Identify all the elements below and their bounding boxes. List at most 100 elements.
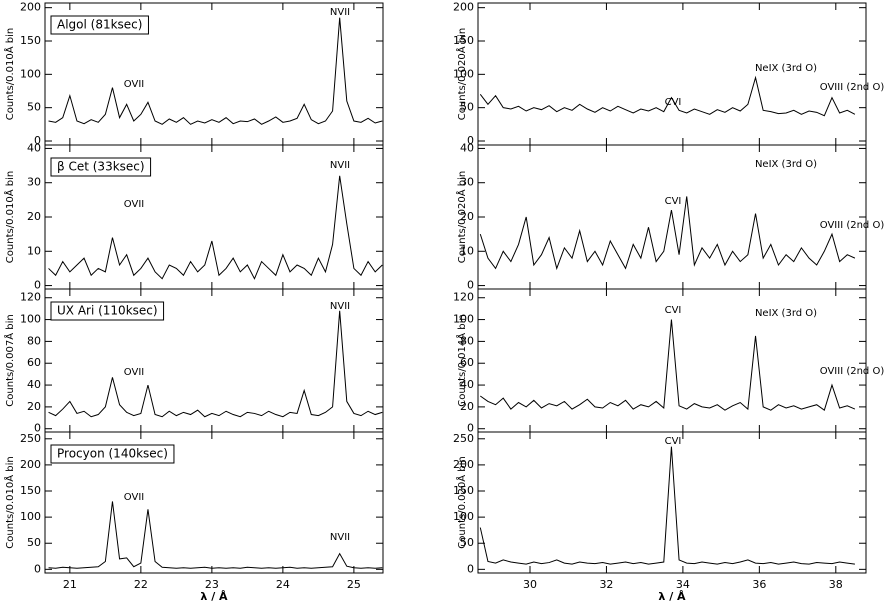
label-box: [50, 15, 149, 35]
line-annotation: OVIII (2nd O): [820, 366, 885, 377]
panel-frame: [477, 431, 867, 574]
y-tick-label: 40: [460, 378, 474, 391]
y-tick-label: 80: [27, 334, 41, 347]
y-tick-label: 80: [460, 334, 474, 347]
y-axis-label: Counts/0.020Å bin: [455, 456, 468, 548]
panel: 0 20 40 60 80 100 120 Counts/0.014Å bin CVI NeIX …: [453, 288, 885, 435]
line-annotation: NeIX (3rd O): [755, 308, 817, 319]
y-tick-label: 50: [460, 101, 474, 114]
x-tick-label: 24: [276, 578, 290, 591]
y-tick-label: 100: [20, 510, 41, 523]
line-annotation: OVIII (2nd O): [820, 220, 885, 231]
line-annotation: NeIX (3rd O): [755, 159, 817, 170]
y-tick-label: 200: [453, 458, 474, 471]
y-tick-label: 150: [20, 484, 41, 497]
y-tick-label: 250: [453, 432, 474, 445]
y-tick-label: 20: [27, 210, 41, 223]
y-tick-label: 10: [27, 244, 41, 257]
y-tick-label: 60: [460, 356, 474, 369]
line-annotation: CVI: [665, 436, 682, 447]
x-tick-label: 30: [523, 578, 537, 591]
y-tick-label: 40: [27, 141, 41, 154]
y-tick-label: 150: [453, 34, 474, 47]
y-tick-label: 50: [27, 101, 41, 114]
spectrum-line: [479, 196, 856, 271]
spectrum-line: [479, 75, 856, 117]
panel-label: β Cet (33ksec): [57, 160, 145, 174]
y-tick-label: 10: [460, 244, 474, 257]
y-tick-label: 200: [20, 1, 41, 14]
y-tick-label: 20: [460, 210, 474, 223]
y-tick-label: 0: [467, 134, 474, 147]
panel: 0 50 100 150 200 Counts/0.020Å bin CVI NeIX (3r…: [453, 1, 884, 147]
y-tick-label: 40: [27, 378, 41, 391]
y-tick-label: 100: [453, 67, 474, 80]
y-axis-label: Counts/0.010Å bin: [3, 171, 16, 263]
y-tick-label: 200: [453, 1, 474, 14]
y-tick-label: 200: [20, 458, 41, 471]
spectrum-line: [48, 17, 383, 125]
y-tick-label: 0: [34, 422, 41, 435]
line-annotation: NVII: [330, 532, 350, 543]
x-tick-label: 22: [134, 578, 148, 591]
spectrum-line: [479, 446, 855, 565]
y-tick-label: 0: [467, 279, 474, 292]
label-box: [50, 444, 175, 464]
line-annotation: NVII: [330, 301, 350, 312]
spectrum-line: [48, 310, 383, 418]
panel: 0 20 40 60 80 100 120 Counts/0.007Å bin UX Ari (…: [3, 288, 384, 435]
y-tick-label: 0: [34, 134, 41, 147]
panel: 0 10 20 30 40 Counts/0.010Å bin β Cet (33ksec)…: [3, 141, 384, 292]
y-tick-label: 20: [460, 400, 474, 413]
y-tick-label: 60: [27, 356, 41, 369]
y-axis-label: Counts/0.020Å bin: [455, 28, 468, 120]
y-tick-label: 0: [34, 562, 41, 575]
line-annotation: OVII: [124, 367, 144, 378]
x-tick-label: 21: [63, 578, 77, 591]
y-tick-label: 0: [467, 422, 474, 435]
y-tick-label: 40: [460, 141, 474, 154]
y-tick-label: 100: [20, 67, 41, 80]
y-tick-label: 30: [27, 176, 41, 189]
y-tick-label: 50: [27, 536, 41, 549]
y-axis-label: Counts/0.020Å bin: [455, 171, 468, 263]
panel: 0 10 20 30 40 Counts/0.020Å bin CVI NeIX (3rd O…: [455, 141, 884, 291]
panel-label: Algol (81ksec): [57, 18, 142, 32]
y-tick-label: 120: [20, 291, 41, 304]
y-tick-label: 120: [453, 291, 474, 304]
y-axis-label: Counts/0.010Å bin: [3, 28, 16, 120]
y-tick-label: 100: [453, 313, 474, 326]
y-tick-label: 150: [453, 484, 474, 497]
x-tick-label: 36: [752, 578, 766, 591]
line-annotation: NVII: [330, 7, 350, 18]
y-tick-label: 150: [20, 34, 41, 47]
line-annotation: CVI: [665, 305, 682, 316]
panel-label: Procyon (140ksec): [57, 447, 168, 461]
y-tick-label: 30: [460, 176, 474, 189]
spectrum-line: [479, 319, 856, 411]
x-tick-label: 34: [676, 578, 690, 591]
line-annotation: NeIX (3rd O): [755, 63, 817, 74]
x-axis-label: λ / Å: [200, 590, 228, 603]
panel: 0 50 100 150 200 Counts/0.010Å bin Algol (81ks…: [3, 1, 384, 147]
line-annotation: NVII: [330, 160, 350, 171]
spectrum-line: [48, 501, 383, 569]
line-annotation: OVII: [124, 199, 144, 210]
x-tick-label: 32: [599, 578, 613, 591]
label-box: [50, 301, 165, 321]
panel-frame: [477, 2, 867, 146]
y-axis-label: Counts/0.014Å bin: [455, 314, 468, 406]
y-tick-label: 0: [467, 562, 474, 575]
line-annotation: OVIII (2nd O): [820, 82, 885, 93]
y-tick-label: 100: [20, 313, 41, 326]
line-annotation: CVI: [665, 97, 682, 108]
line-annotation: OVII: [124, 79, 144, 90]
x-axis-label: λ / Å: [658, 590, 686, 603]
panel: 0 50 100 150 200 250 21 22 23 24 25 λ / Å Counts/0.0…: [3, 431, 384, 603]
line-annotation: OVII: [124, 492, 144, 503]
y-tick-label: 20: [27, 400, 41, 413]
y-axis-label: Counts/0.010Å bin: [3, 456, 16, 548]
y-tick-label: 50: [460, 536, 474, 549]
y-tick-label: 250: [20, 432, 41, 445]
y-tick-label: 100: [453, 510, 474, 523]
